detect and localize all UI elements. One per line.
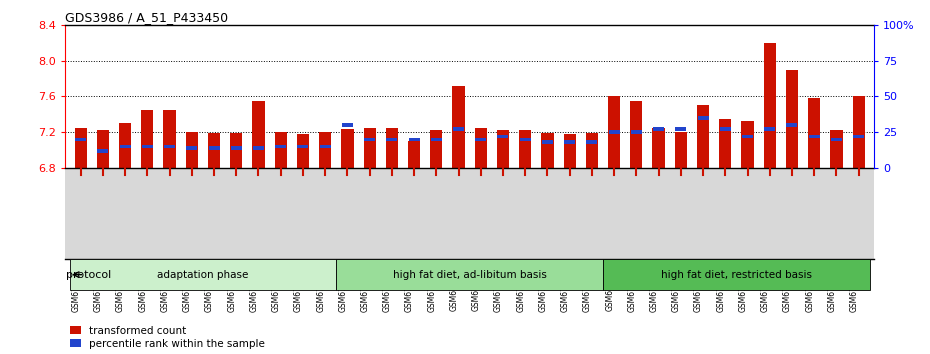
Bar bbox=[120, 145, 130, 148]
Bar bbox=[452, 86, 465, 168]
Bar bbox=[697, 105, 710, 168]
Bar bbox=[408, 141, 420, 168]
Bar bbox=[608, 96, 620, 168]
Bar bbox=[764, 43, 776, 168]
Bar bbox=[653, 127, 664, 131]
Bar bbox=[631, 101, 643, 168]
Bar bbox=[364, 128, 376, 168]
Bar bbox=[497, 130, 509, 168]
Bar bbox=[830, 137, 842, 141]
Bar bbox=[520, 137, 531, 141]
Bar bbox=[631, 130, 642, 134]
Bar bbox=[70, 259, 337, 290]
Bar bbox=[208, 146, 219, 150]
Bar bbox=[186, 132, 198, 168]
Bar bbox=[719, 119, 731, 168]
Bar bbox=[97, 130, 109, 168]
Bar bbox=[231, 146, 242, 150]
Bar bbox=[208, 133, 220, 168]
Bar bbox=[164, 110, 176, 168]
Bar bbox=[275, 145, 286, 148]
Bar bbox=[830, 130, 843, 168]
Bar bbox=[853, 96, 865, 168]
Bar bbox=[320, 145, 331, 148]
Bar bbox=[431, 137, 442, 141]
Text: adaptation phase: adaptation phase bbox=[157, 270, 248, 280]
Bar bbox=[431, 130, 443, 168]
Bar bbox=[75, 137, 86, 141]
Bar bbox=[342, 123, 352, 127]
Bar bbox=[542, 141, 553, 144]
Bar bbox=[337, 259, 603, 290]
Bar bbox=[498, 135, 509, 138]
Bar bbox=[564, 134, 576, 168]
Bar bbox=[141, 110, 153, 168]
Bar bbox=[453, 127, 464, 131]
Bar bbox=[186, 146, 197, 150]
Bar bbox=[164, 145, 175, 148]
Bar bbox=[808, 98, 820, 168]
Legend: transformed count, percentile rank within the sample: transformed count, percentile rank withi… bbox=[71, 326, 265, 349]
Bar bbox=[587, 141, 597, 144]
Bar bbox=[787, 123, 797, 127]
Bar bbox=[365, 137, 375, 141]
Bar bbox=[386, 137, 397, 141]
Bar bbox=[720, 127, 731, 131]
Bar bbox=[474, 128, 487, 168]
Bar bbox=[298, 145, 309, 148]
Bar bbox=[253, 146, 264, 150]
Bar bbox=[565, 141, 575, 144]
Bar bbox=[74, 128, 86, 168]
Bar bbox=[603, 259, 870, 290]
Bar bbox=[274, 132, 286, 168]
Bar bbox=[741, 121, 753, 168]
Bar bbox=[809, 135, 819, 138]
Bar bbox=[674, 132, 687, 168]
Bar bbox=[742, 135, 753, 138]
Bar bbox=[386, 128, 398, 168]
Text: high fat diet, restricted basis: high fat diet, restricted basis bbox=[661, 270, 812, 280]
Bar bbox=[319, 132, 331, 168]
Bar bbox=[297, 134, 309, 168]
Bar bbox=[230, 133, 243, 168]
Bar bbox=[252, 101, 265, 168]
Text: protocol: protocol bbox=[65, 270, 111, 280]
Bar bbox=[475, 137, 486, 141]
Bar bbox=[698, 116, 709, 120]
Bar bbox=[142, 145, 153, 148]
Bar bbox=[586, 133, 598, 168]
Bar bbox=[675, 127, 686, 131]
Text: high fat diet, ad-libitum basis: high fat diet, ad-libitum basis bbox=[392, 270, 547, 280]
Bar bbox=[764, 127, 776, 131]
Bar bbox=[519, 130, 531, 168]
Bar bbox=[786, 69, 798, 168]
Bar bbox=[119, 123, 131, 168]
Bar bbox=[408, 137, 419, 141]
Bar bbox=[98, 149, 109, 153]
Bar bbox=[541, 133, 553, 168]
Text: GDS3986 / A_51_P433450: GDS3986 / A_51_P433450 bbox=[65, 11, 228, 24]
Bar bbox=[853, 135, 864, 138]
Bar bbox=[608, 130, 619, 134]
Bar bbox=[653, 128, 665, 168]
Bar bbox=[341, 129, 353, 168]
